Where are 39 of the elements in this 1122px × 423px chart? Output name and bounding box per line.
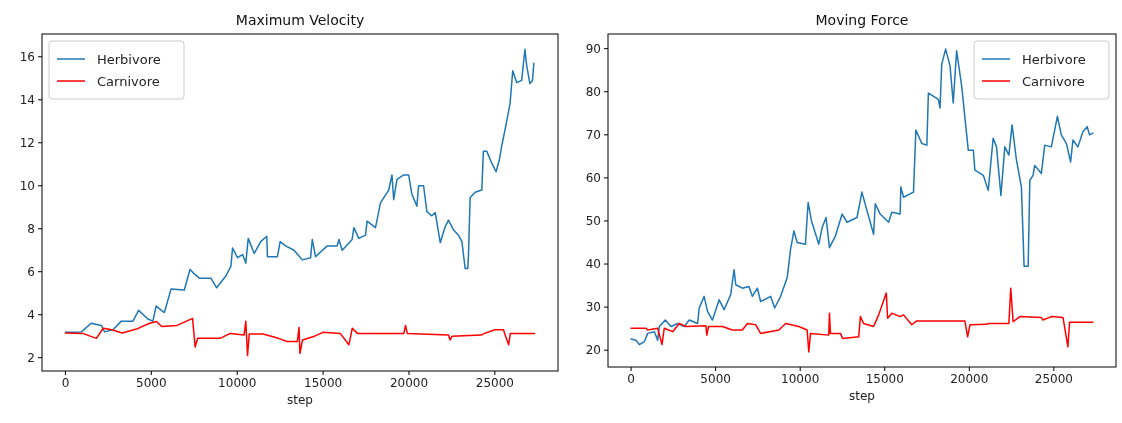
y-tick-label: 60	[585, 171, 601, 186]
chart-title: Moving Force	[815, 12, 909, 28]
legend-label: Herbivore	[97, 51, 161, 67]
y-tick-label: 4	[27, 307, 35, 322]
legend-label: Herbivore	[1022, 51, 1086, 67]
x-tick-label: 0	[627, 372, 635, 386]
y-tick-label: 90	[585, 41, 601, 56]
chart-title: Maximum Velocity	[235, 12, 365, 28]
y-tick-label: 40	[585, 257, 601, 272]
x-tick-label: 10000	[218, 376, 257, 390]
x-tick-label: 0	[61, 376, 70, 390]
x-axis-title: step	[849, 389, 875, 403]
line-series	[630, 287, 1094, 353]
y-tick-label: 2	[27, 350, 35, 365]
legend-label: Carnivore	[1022, 73, 1085, 89]
y-tick-label: 8	[27, 221, 35, 236]
y-tick-label: 16	[19, 49, 35, 64]
y-tick-label: 70	[585, 128, 601, 142]
x-tick-label: 5000	[700, 372, 731, 386]
line-series	[630, 48, 1094, 346]
x-tick-label: 10000	[781, 372, 820, 386]
y-tick-label: 80	[585, 84, 601, 99]
y-tick-label: 50	[585, 214, 601, 229]
x-tick-label: 20000	[389, 376, 429, 390]
x-axis-title: step	[287, 393, 313, 407]
x-tick-label: 15000	[865, 372, 904, 386]
y-tick-label: 20	[585, 343, 601, 358]
y-tick-label: 30	[585, 300, 601, 315]
y-tick-label: 6	[27, 264, 35, 279]
y-tick-label: 14	[19, 92, 35, 107]
x-tick-label: 25000	[1034, 372, 1073, 386]
y-tick-label: 10	[19, 178, 35, 193]
x-tick-label: 15000	[304, 376, 343, 390]
x-tick-label: 25000	[475, 376, 514, 390]
x-tick-label: 5000	[136, 376, 167, 390]
legend-label: Carnivore	[97, 73, 160, 89]
line-series	[64, 317, 536, 357]
y-tick-label: 12	[19, 135, 35, 150]
x-tick-label: 20000	[950, 372, 989, 386]
